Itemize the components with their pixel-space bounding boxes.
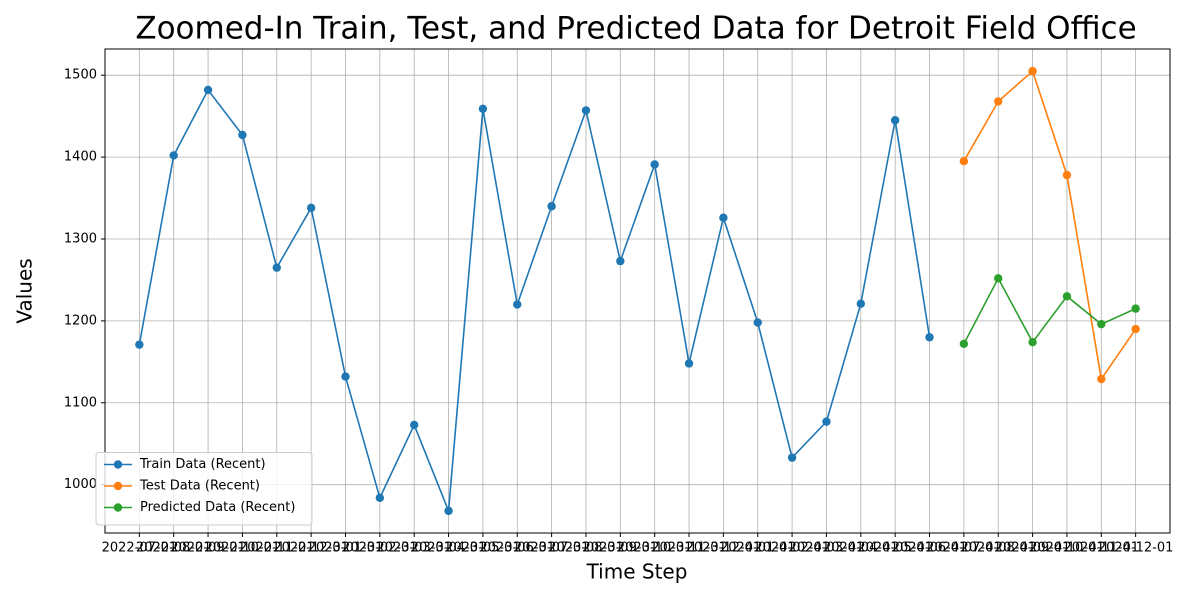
point [375,493,385,502]
x-tick-label: 2024-02-01 [754,541,830,556]
point [1131,304,1140,313]
point [959,339,969,349]
x-tick-label: 2024-10-01 [1029,541,1105,556]
x-tick-label: 2023-10-01 [617,541,693,556]
point [203,85,213,95]
x-tick-label: 2022-09-01 [170,541,246,556]
x-tick-label: 2023-02-01 [342,541,418,556]
point [306,203,316,213]
point [925,333,934,342]
point [1097,319,1106,329]
point [1062,170,1072,180]
point [238,130,247,140]
x-tick-label: 2022-10-01 [205,541,281,556]
x-tick-label: 2022-08-01 [136,541,212,556]
y-tick-label: 1100 [64,395,97,410]
point [994,274,1003,283]
x-tick-label: 2024-12-01 [1098,541,1174,556]
legend-label: Test Data (Recent) [139,479,260,494]
point [1028,337,1037,347]
point [822,417,831,426]
point [616,256,625,266]
x-tick-label: 2024-09-01 [995,541,1071,556]
point [513,300,522,309]
x-tick-label: 2024-07-01 [926,541,1002,556]
point [650,160,659,169]
legend-marker [113,481,123,491]
point [272,263,281,272]
point [684,359,694,368]
x-axis-label: Time Step [586,560,688,584]
point [135,340,144,349]
x-tick-label: 2023-03-01 [376,541,452,556]
point [994,97,1003,106]
legend-label: Predicted Data (Recent) [140,500,295,515]
point [581,106,591,115]
x-tick-label: 2024-11-01 [1064,541,1140,556]
x-tick-label: 2023-09-01 [583,541,659,556]
series-line [963,276,1136,345]
x-tick-label: 2023-08-01 [548,541,624,556]
chart-title: Zoomed-In Train, Test, and Predicted Dat… [135,11,1136,47]
y-tick-label: 1300 [64,231,97,246]
x-tick-label: 2023-05-01 [445,541,521,556]
point [753,318,762,327]
point [787,453,797,462]
x-tick-label: 2022-11-01 [239,541,315,556]
point [341,372,350,381]
y-tick-label: 1500 [64,68,97,83]
point [1062,292,1072,301]
x-tick-label: 2023-06-01 [479,541,555,556]
x-tick-label: 2022-07-01 [102,541,178,556]
legend: Train Data (Recent) Test Data (Recent) Pre… [95,452,313,526]
x-tick-label: 2023-11-01 [651,541,727,556]
x-tick-label: 2023-04-01 [411,541,487,556]
legend-marker [113,460,123,469]
series-line [963,69,1137,382]
x-tick-label: 2024-03-01 [789,541,865,556]
x-tick-label: 2022-12-01 [273,541,349,556]
point [719,213,728,222]
point [1131,324,1140,334]
point [169,151,178,160]
plot-frame [104,48,1171,534]
x-tick-label: 2023-12-01 [686,541,762,556]
x-tick-label: 2024-04-01 [823,541,899,556]
x-tick-label: 2024-08-01 [960,541,1036,556]
x-tick-label: 2024-06-01 [892,541,968,556]
x-tick-label: 2023-07-01 [514,541,590,556]
point [959,156,969,166]
series-line [138,88,931,512]
point [547,202,556,211]
legend-marker [113,503,123,512]
x-tick-label: 2024-01-01 [720,541,796,556]
point [444,506,453,516]
x-tick-label: 2024-05-01 [857,541,933,556]
y-tick-label: 1000 [64,477,97,492]
y-tick-label: 1200 [64,313,97,328]
y-tick-label: 1400 [64,150,97,165]
point [478,104,488,113]
legend-label: Train Data (Recent) [139,457,266,472]
point [409,420,419,430]
point [856,299,866,308]
legend-box [95,452,313,526]
y-axis-label: Values [13,258,37,323]
point [1097,374,1106,384]
x-tick-label: 2023-01-01 [308,541,384,556]
point [890,116,900,125]
point [1028,66,1037,76]
